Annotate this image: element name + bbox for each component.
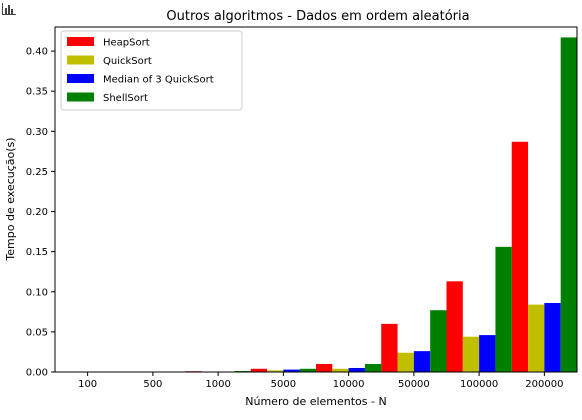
- x-axis-label: Número de elementos - N: [245, 395, 386, 408]
- chart-title: Outros algoritmos - Dados em ordem aleat…: [166, 9, 469, 24]
- legend-swatch: [67, 37, 94, 46]
- bar-heapsort-50000: [381, 323, 398, 372]
- x-tick-label: 1000: [205, 379, 230, 390]
- bar-quicksort-100000: [462, 336, 480, 372]
- y-axis: 0.00 0.05 0.10 0.15 0.20 0.25 0.30 0.35 0.40: [26, 47, 55, 379]
- bar-shellsort-100000: [495, 246, 512, 372]
- y-tick-label: 0.00: [26, 368, 48, 379]
- bar-heapsort-10000: [316, 363, 333, 372]
- legend-swatch: [67, 74, 94, 83]
- bar-chart-icon: [2, 3, 16, 15]
- y-tick-label: 0.30: [26, 127, 48, 138]
- legend-label: Median of 3 QuickSort: [103, 75, 214, 86]
- legend-box: [60, 30, 243, 111]
- bar-median-of-3-quicksort-50000: [413, 351, 431, 372]
- bar-shellsort-200000: [560, 37, 577, 372]
- bar-shellsort-5000: [299, 368, 316, 372]
- x-axis: 100 500 1000 5000 10000 50000 100000 200000: [78, 372, 563, 390]
- bar-median-of-3-quicksort-10000: [348, 367, 365, 372]
- bar-heapsort-200000: [511, 141, 529, 372]
- bar-quicksort-5000: [267, 370, 284, 372]
- bar-quicksort-50000: [397, 352, 414, 372]
- x-tick-label: 10000: [333, 379, 365, 390]
- bars-group: [55, 37, 577, 372]
- x-tick-label: 100: [78, 379, 97, 390]
- bar-median-of-3-quicksort-5000: [283, 369, 300, 372]
- y-tick-label: 0.05: [26, 327, 48, 338]
- legend-swatch: [67, 55, 94, 65]
- bar-shellsort-50000: [430, 310, 447, 372]
- legend: HeapSort QuickSort Median of 3 QuickSort Sh…: [60, 30, 243, 111]
- legend-swatch: [67, 92, 94, 102]
- y-tick-label: 0.10: [26, 287, 48, 298]
- y-axis-label: Tempo de execução(s): [4, 137, 17, 261]
- x-tick-label: 500: [143, 379, 162, 390]
- y-tick-label: 0.25: [26, 167, 48, 178]
- y-tick-label: 0.35: [26, 87, 48, 98]
- bar-median-of-3-quicksort-100000: [479, 335, 496, 372]
- legend-label: QuickSort: [103, 56, 152, 67]
- x-tick-label: 50000: [398, 379, 430, 390]
- plot-frame: [54, 26, 578, 373]
- legend-label: HeapSort: [103, 38, 150, 49]
- bar-quicksort-200000: [528, 304, 545, 372]
- y-tick-label: 0.15: [26, 247, 48, 258]
- y-tick-label: 0.20: [26, 207, 48, 218]
- bar-quicksort-10000: [332, 368, 349, 372]
- bar-heapsort-5000: [250, 368, 268, 372]
- x-tick-label: 5000: [271, 379, 296, 390]
- x-tick-label: 100000: [460, 379, 498, 390]
- legend-label: ShellSort: [103, 93, 148, 104]
- y-tick-label: 0.40: [26, 47, 48, 58]
- bar-median-of-3-quicksort-200000: [544, 303, 561, 372]
- bar-shellsort-10000: [364, 363, 382, 372]
- x-tick-label: 200000: [525, 379, 563, 390]
- bar-heapsort-100000: [446, 281, 463, 372]
